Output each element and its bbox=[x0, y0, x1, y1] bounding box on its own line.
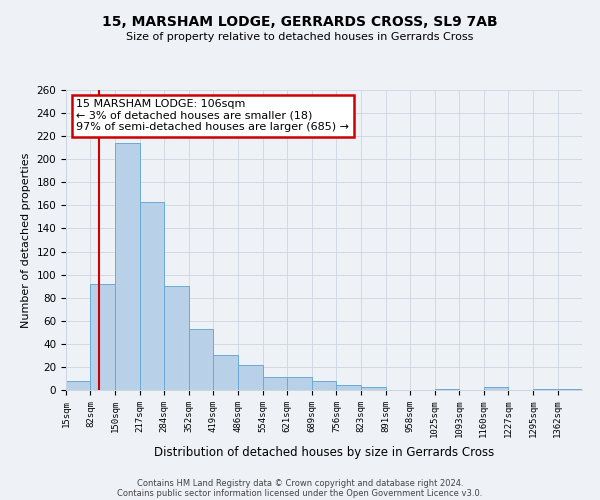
Bar bbox=[361, 386, 386, 390]
Y-axis label: Number of detached properties: Number of detached properties bbox=[21, 152, 31, 328]
X-axis label: Distribution of detached houses by size in Gerrards Cross: Distribution of detached houses by size … bbox=[154, 446, 494, 458]
Bar bbox=[214, 356, 238, 390]
Bar bbox=[263, 378, 287, 390]
Bar bbox=[164, 286, 189, 390]
Bar bbox=[66, 381, 91, 390]
Text: Size of property relative to detached houses in Gerrards Cross: Size of property relative to detached ho… bbox=[127, 32, 473, 42]
Bar bbox=[115, 143, 140, 390]
Bar bbox=[287, 378, 312, 390]
Text: Contains public sector information licensed under the Open Government Licence v3: Contains public sector information licen… bbox=[118, 488, 482, 498]
Bar bbox=[533, 389, 557, 390]
Bar bbox=[91, 284, 115, 390]
Bar bbox=[140, 202, 164, 390]
Bar bbox=[434, 389, 460, 390]
Bar bbox=[312, 381, 337, 390]
Text: Contains HM Land Registry data © Crown copyright and database right 2024.: Contains HM Land Registry data © Crown c… bbox=[137, 478, 463, 488]
Text: 15, MARSHAM LODGE, GERRARDS CROSS, SL9 7AB: 15, MARSHAM LODGE, GERRARDS CROSS, SL9 7… bbox=[102, 15, 498, 29]
Text: 15 MARSHAM LODGE: 106sqm
← 3% of detached houses are smaller (18)
97% of semi-de: 15 MARSHAM LODGE: 106sqm ← 3% of detache… bbox=[76, 99, 349, 132]
Bar bbox=[189, 329, 214, 390]
Bar bbox=[557, 389, 582, 390]
Bar bbox=[484, 386, 508, 390]
Bar bbox=[238, 364, 263, 390]
Bar bbox=[337, 386, 361, 390]
